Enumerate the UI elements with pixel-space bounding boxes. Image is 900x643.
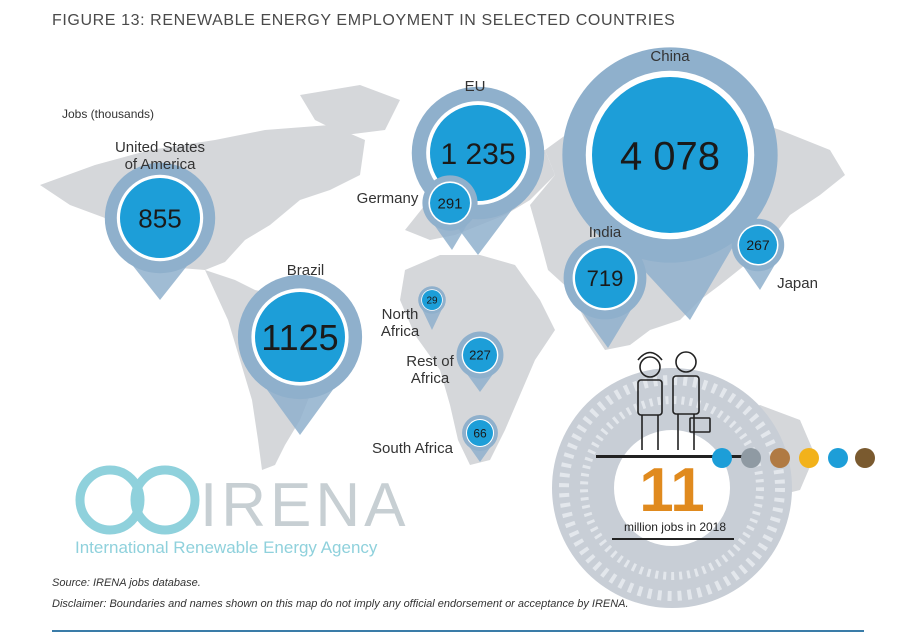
disclaimer-note: Disclaimer: Boundaries and names shown o… (52, 598, 629, 610)
marker-north-africa: 29 (418, 286, 446, 330)
units-label: Jobs (thousands) (62, 107, 155, 121)
marker-south-africa: 66 (462, 415, 498, 462)
marker-value: 855 (138, 203, 181, 233)
source-note: Source: IRENA jobs database. (52, 577, 201, 589)
marker-bubble (739, 226, 777, 264)
marker-label-usa: United States of America (114, 139, 206, 173)
figure-title: FIGURE 13: RENEWABLE ENERGY EMPLOYMENT I… (52, 12, 676, 29)
marker-value: 227 (469, 348, 491, 363)
greenland-shape (300, 85, 400, 135)
marker-label-south-africa: South Africa (372, 440, 453, 457)
bottom-rule (52, 630, 864, 632)
wind-icon (828, 448, 848, 468)
marker-label-germany: Germany (356, 190, 419, 207)
bioenergy-icon (770, 448, 790, 468)
businessman-icon (672, 351, 711, 450)
biofuel-icon (855, 448, 875, 468)
marker-brazil: 1125 (237, 274, 363, 435)
marker-bubble (120, 178, 200, 258)
marker-bubble (463, 338, 497, 372)
marker-value: 4 078 (620, 134, 720, 178)
solar-icon (799, 448, 819, 468)
marker-label-brazil: Brazil (286, 262, 325, 279)
marker-value: 29 (426, 296, 438, 307)
marker-label-rest-of-africa: Rest of Africa (406, 353, 454, 387)
total-inner-circle (614, 430, 730, 546)
marker-label-china: China (650, 48, 690, 65)
marker-bubble (255, 292, 345, 382)
irena-logo-text: IRENA (200, 471, 410, 540)
marker-united-states-of-america: 855 (104, 162, 216, 300)
marker-value: 1 235 (440, 138, 515, 171)
energy-icons (712, 448, 875, 468)
irena-full-name: International Renewable Energy Agency (75, 538, 378, 557)
geothermal-icon (741, 448, 761, 468)
total-jobs-value: 11 (639, 456, 705, 525)
marker-bubble (592, 77, 748, 233)
worker-icon (637, 351, 663, 450)
irena-logo-mark (75, 465, 200, 535)
marker-value: 719 (587, 266, 624, 291)
marker-bubble (575, 248, 635, 308)
marker-value: 1125 (261, 317, 338, 358)
total-jobs-caption: million jobs in 2018 (623, 520, 727, 534)
hydropower-icon (712, 448, 732, 468)
marker-label-north-africa: North Africa (380, 306, 420, 340)
marker-value: 267 (746, 237, 770, 253)
marker-india: 719 (563, 236, 647, 348)
marker-label-india: India (588, 224, 622, 241)
marker-germany: 291 (422, 175, 478, 250)
marker-china: 4 078 (562, 47, 778, 320)
marker-rest-of-africa: 227 (456, 331, 504, 392)
marker-bubble (422, 290, 442, 310)
marker-label-japan: Japan (777, 275, 818, 292)
marker-label-eu: EU (464, 78, 486, 95)
marker-bubble (467, 420, 493, 446)
marker-value: 291 (437, 195, 462, 212)
marker-japan: 267 (731, 218, 785, 290)
marker-value: 66 (473, 426, 487, 440)
marker-bubble (430, 183, 470, 223)
